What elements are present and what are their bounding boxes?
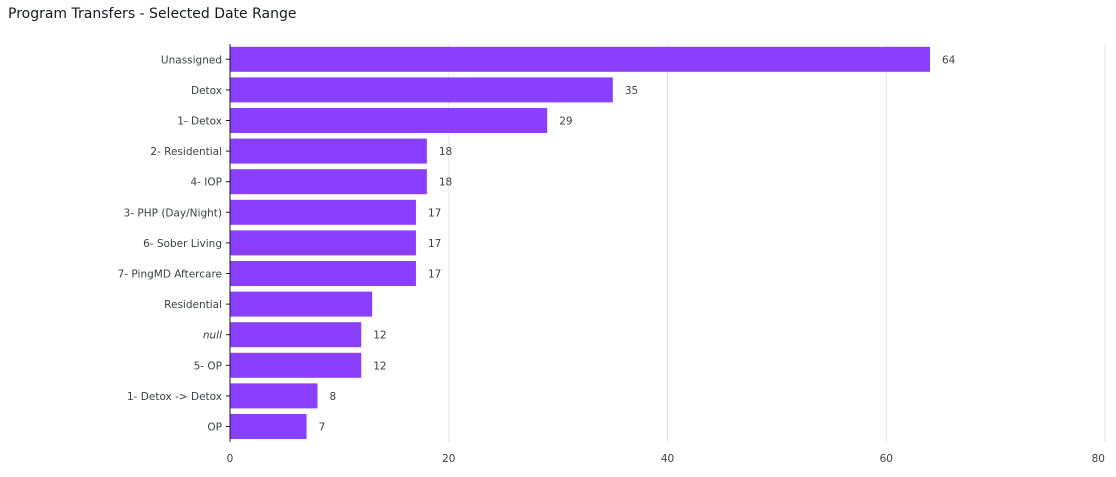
value-label: 17 [428,238,441,250]
category-label: null [203,330,222,342]
value-label: 35 [625,85,638,97]
x-tick-label: 20 [442,453,455,465]
category-label: OP [207,422,222,434]
category-label: Unassigned [161,54,222,66]
x-tick-label: 60 [880,453,893,465]
category-label: 1- Detox [177,116,222,128]
x-tick-label: 40 [661,453,674,465]
bar-9 [230,322,362,348]
bar-1 [230,77,613,103]
value-label: 18 [439,177,452,189]
bar-7 [230,261,416,286]
chart-title: Program Transfers - Selected Date Range [8,6,297,22]
category-label: 7- PingMD Aftercare [118,269,222,281]
value-label: 17 [428,269,441,281]
bar-5 [230,199,416,225]
value-label: 29 [559,116,572,128]
bar-10 [230,352,362,378]
x-tick-label: 0 [227,453,234,465]
category-label: 6- Sober Living [143,238,222,250]
bar-8 [230,291,373,317]
bar-12 [230,414,307,439]
category-label: 2- Residential [150,146,222,158]
category-label: Detox [191,85,222,97]
value-label: 18 [439,146,452,158]
category-label: 4- IOP [191,177,223,189]
category-label: 3- PHP (Day/Night) [124,207,222,219]
category-label: 1- Detox -> Detox [127,391,222,403]
bar-11 [230,383,318,409]
value-label: 64 [942,54,956,66]
bar-6 [230,230,416,256]
bar-0 [230,46,930,72]
category-label: Residential [164,299,222,311]
value-label: 7 [319,422,326,434]
category-label: 5- OP [194,360,222,372]
bar-4 [230,169,427,195]
bar-3 [230,138,427,164]
bar-2 [230,108,548,133]
x-tick-label: 80 [1092,453,1105,465]
value-label: 12 [373,360,386,372]
value-label: 8 [330,391,337,403]
value-label: 17 [428,207,441,219]
value-label: 12 [373,330,386,342]
